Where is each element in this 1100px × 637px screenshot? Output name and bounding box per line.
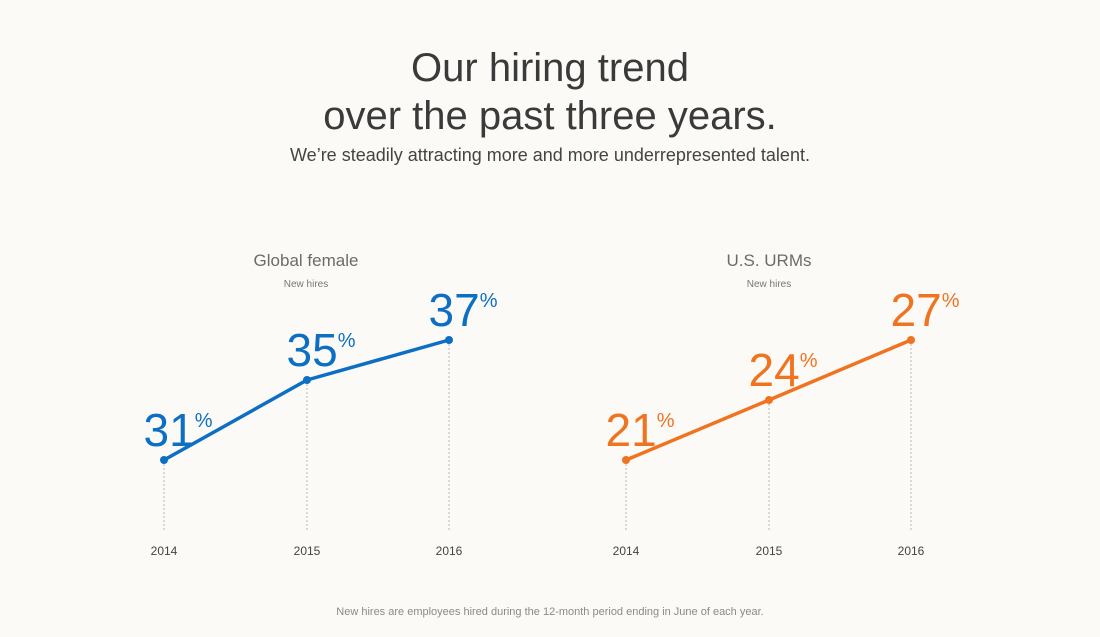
data-point [765, 396, 773, 404]
data-label-unit: % [195, 410, 213, 432]
data-point [303, 376, 311, 384]
chart-title: U.S. URMs [727, 251, 812, 270]
chart-subtitle: New hires [284, 279, 328, 290]
data-point [907, 336, 915, 344]
page-subtitle: We’re steadily attracting more and more … [290, 145, 810, 165]
x-tick-label: 2016 [898, 544, 925, 558]
chart-title: Global female [254, 251, 359, 270]
x-tick-label: 2015 [294, 544, 321, 558]
chart-subtitle: New hires [747, 279, 791, 290]
data-label-unit: % [480, 290, 498, 312]
data-point [622, 456, 630, 464]
data-label: 27% [891, 284, 960, 336]
x-tick-label: 2015 [756, 544, 783, 558]
data-point [160, 456, 168, 464]
data-point [445, 336, 453, 344]
data-label-unit: % [942, 290, 960, 312]
x-tick-label: 2016 [436, 544, 463, 558]
data-label: 21% [606, 404, 675, 456]
footnote: New hires are employees hired during the… [336, 606, 764, 618]
page-title-line-2: over the past three years. [323, 94, 777, 138]
data-label-unit: % [800, 350, 818, 372]
data-label: 24% [749, 344, 818, 396]
x-tick-label: 2014 [613, 544, 640, 558]
data-label-unit: % [657, 410, 675, 432]
data-label-unit: % [338, 330, 356, 352]
data-label: 35% [287, 324, 356, 376]
x-tick-label: 2014 [151, 544, 178, 558]
page-title-line-1: Our hiring trend [411, 46, 689, 90]
